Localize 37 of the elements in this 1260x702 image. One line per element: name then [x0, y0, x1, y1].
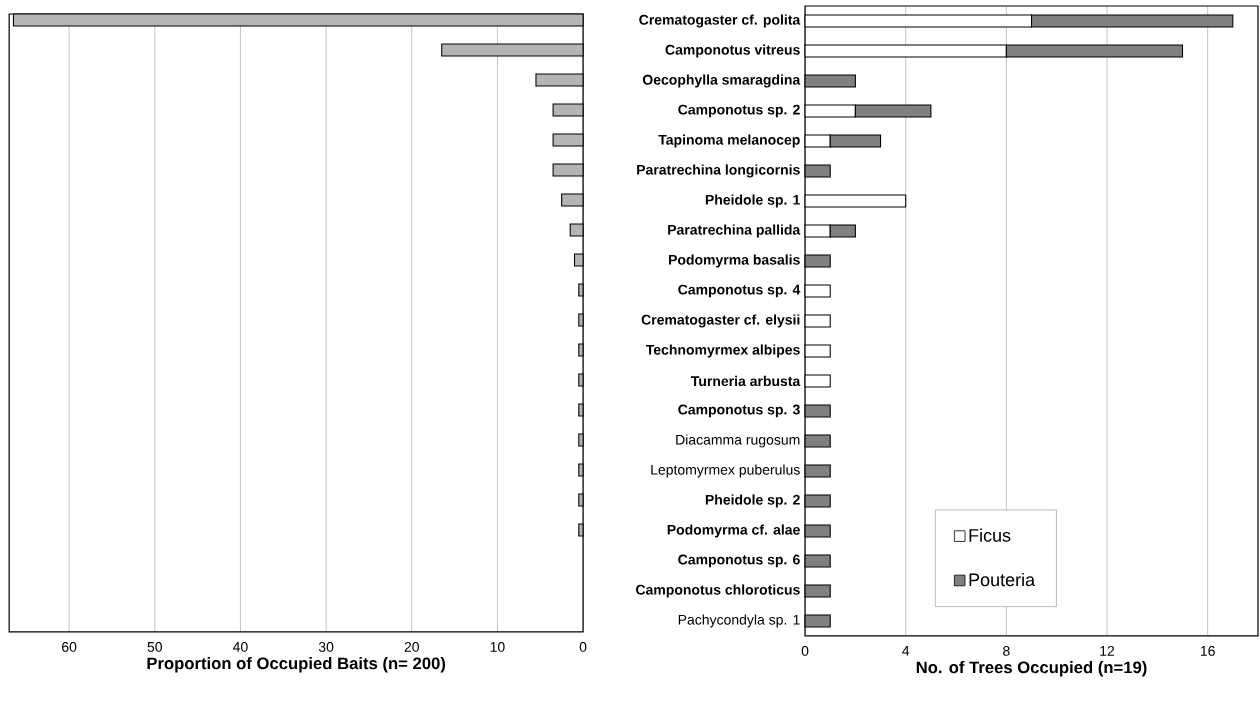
y-tick-label: Pheidole sp. 2: [705, 494, 800, 508]
y-tick-label: Podomyrma cf. alae: [667, 524, 800, 538]
y-tick-label: Paratrechina pallida: [668, 224, 801, 238]
x-tick-label: 0: [801, 646, 809, 656]
x-tick-label: 50: [147, 642, 163, 652]
legend-label: Pouteria: [969, 573, 1036, 587]
y-tick-label: Pheidole sp. 1: [705, 194, 800, 208]
y-tick-label: Camponotus vitreus: [665, 44, 800, 58]
y-tick-label: Turneria arbusta: [691, 375, 801, 387]
x-tick-label: 8: [1003, 646, 1010, 656]
y-tick-label: Tapinoma melanocep: [658, 134, 800, 148]
x-tick-label: 30: [318, 642, 334, 652]
x-tick-label: 10: [490, 642, 505, 652]
y-tick-label: Leptomyrmex puberulus: [651, 464, 800, 478]
x-tick-label: 12: [1100, 646, 1115, 656]
y-tick-label: Technomyrmex albipes: [645, 344, 800, 358]
y-tick-label: Paratrechina longicornis: [637, 164, 800, 178]
x-axis-title: No. of Trees Occupied (n=19): [916, 661, 1147, 677]
x-tick-label: 0: [579, 642, 587, 652]
x-tick-label: 16: [1200, 646, 1215, 656]
y-tick-label: Crematogaster cf. polita: [639, 14, 801, 28]
y-tick-label: Pachycondyla sp. 1: [678, 614, 800, 628]
x-tick-label: 40: [232, 642, 248, 652]
y-tick-label: Camponotus sp. 2: [678, 104, 800, 118]
y-tick-label: Camponotus sp. 3: [678, 404, 800, 418]
y-tick-label: Camponotus sp. 6: [678, 554, 800, 568]
y-tick-label: Diacamma rugosum: [676, 434, 800, 448]
x-axis-title: Proportion of Occupied Baits (n= 200): [147, 657, 446, 673]
legend-label: Ficus: [969, 528, 1011, 542]
y-tick-label: Camponotus sp. 4: [678, 284, 801, 298]
y-tick-label: Camponotus chloroticus: [636, 584, 800, 598]
x-tick-label: 4: [902, 646, 910, 656]
y-tick-label: Oecophylla smaragdina: [642, 74, 801, 88]
x-tick-label: 20: [404, 642, 419, 652]
y-tick-label: Crematogaster cf. elysii: [641, 314, 800, 328]
x-tick-label: 60: [62, 642, 77, 652]
y-tick-label: Podomyrma basalis: [669, 254, 800, 268]
